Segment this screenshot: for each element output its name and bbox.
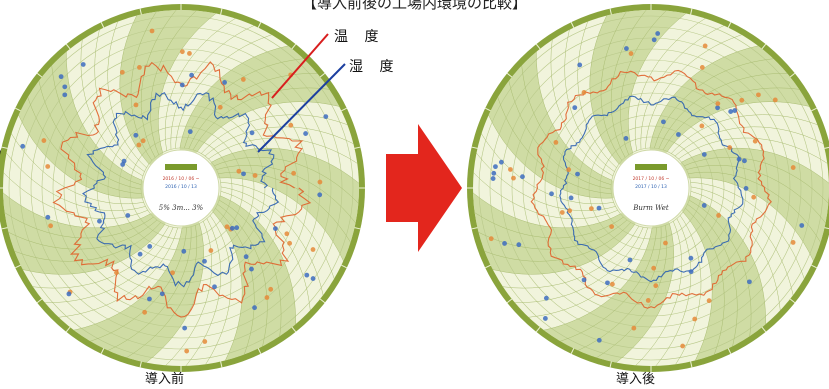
caption-after: 導入後 <box>616 372 656 387</box>
chart-center-date-start: 2017 / 10 / 06 ~ <box>633 176 670 182</box>
recorder-chart-1: 2017 / 10 / 06 ~ 2017 / 10 / 13 Burm Wet <box>467 4 829 372</box>
legend-temperature: 温 度 <box>334 29 385 45</box>
chart-center-disk <box>612 149 690 227</box>
chart-center-signature: Burm Wet <box>632 204 669 212</box>
chart-center-date-end: 2017 / 10 / 13 <box>635 184 667 190</box>
humidity-leader-line <box>257 63 346 153</box>
chart-center-date-start: 2016 / 10 / 06 ~ <box>163 176 200 182</box>
temperature-leader-line <box>271 33 329 99</box>
caption-before: 導入前 <box>145 372 185 387</box>
legend-humidity: 湿 度 <box>349 59 400 75</box>
figure-title: 【導入前後の工場内環境の比較】 <box>301 0 527 12</box>
chart-center-signature: 5% 3m... 3% <box>159 204 204 212</box>
recorder-chart-0: 2016 / 10 / 06 ~ 2016 / 10 / 13 5% 3m... 3… <box>0 4 365 372</box>
chart-center-disk <box>142 149 220 227</box>
chart-center-date-end: 2016 / 10 / 13 <box>165 184 197 190</box>
right-arrow-icon <box>386 124 462 252</box>
